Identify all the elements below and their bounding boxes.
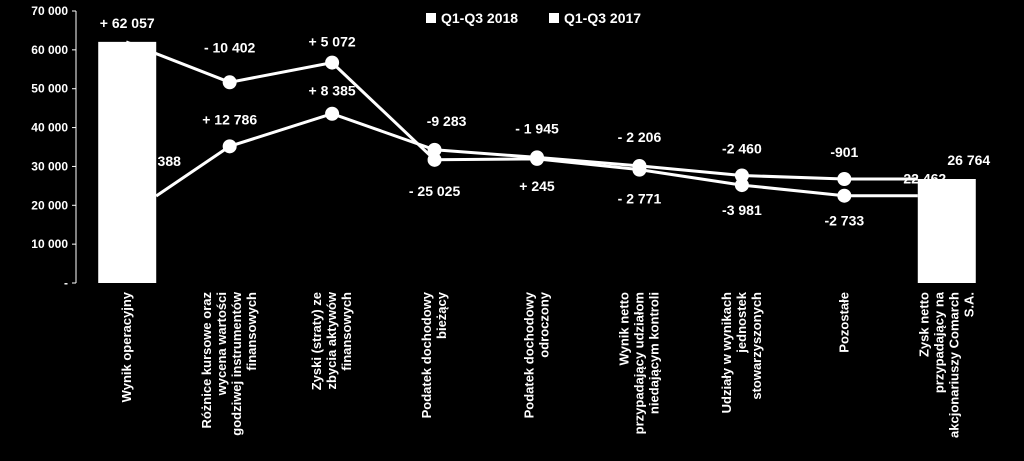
data-label: - 2 771	[618, 191, 662, 207]
data-point	[632, 158, 647, 173]
category-label-line: Podatek dochodowy	[419, 291, 434, 418]
y-tick-label: 50 000	[31, 82, 68, 96]
category-label: Podatek dochodowy odroczony	[522, 291, 552, 418]
bar-last	[917, 179, 976, 283]
category-label-line: Wynik operacyjny	[119, 291, 134, 402]
data-label: -3 981	[722, 202, 762, 218]
data-point	[222, 75, 237, 90]
category-label-line: niedającym kontroli	[646, 292, 661, 414]
category-label-line: Wynik netto	[616, 292, 631, 365]
y-tick-label: 40 000	[31, 121, 68, 135]
category-label-line: przypadający na	[931, 291, 946, 393]
category-label-line: bieżący	[434, 291, 449, 339]
category-label: Udziały w wynikach jednostek stowarzyszony…	[719, 291, 764, 413]
data-point	[427, 152, 442, 167]
data-labels: + 62 057 - 10 402 + 5 072 - 25 025 + 245 - 2 …	[100, 15, 991, 229]
category-label-line: jednostek	[734, 291, 749, 353]
category-label-line: Zyski (straty) ze	[309, 292, 324, 390]
data-point	[222, 139, 237, 154]
data-label: - 10 402	[204, 39, 256, 55]
legend-swatch-2018	[426, 13, 436, 23]
category-label-line: akcjonariuszy Comarch	[946, 292, 961, 438]
y-axis: - 10 000 20 000 30 000 40 000 50 000 60 000 70 …	[31, 4, 77, 290]
category-label: Zyski (straty) ze zbycia aktywów finansowy…	[309, 291, 354, 390]
category-label-line: finansowych	[244, 292, 259, 371]
data-label: + 62 057	[100, 15, 155, 31]
bars	[98, 41, 976, 283]
data-label: -901	[830, 144, 858, 160]
data-label: - 25 025	[409, 183, 461, 199]
bar-first	[98, 41, 157, 283]
y-tick-label: 10 000	[31, 237, 68, 251]
category-label: Podatek dochodowy bieżący	[419, 291, 449, 418]
y-tick-label: 70 000	[31, 4, 68, 18]
data-point	[734, 178, 749, 193]
data-point	[325, 55, 340, 70]
category-label-line: Zysk netto	[916, 292, 931, 357]
category-label: Wynik operacyjny	[119, 291, 134, 402]
legend-label-2017: Q1-Q3 2017	[564, 10, 641, 26]
data-label: - 1 945	[515, 120, 559, 136]
data-point	[734, 168, 749, 183]
category-label-line: Udziały w wynikach	[719, 292, 734, 413]
data-label: -2 733	[824, 213, 864, 229]
data-point	[427, 142, 442, 157]
y-tick-label: 60 000	[31, 43, 68, 57]
series-points	[222, 55, 852, 203]
category-label-line: odroczony	[537, 291, 552, 357]
data-point	[837, 172, 852, 187]
category-label-line: wycena wartości	[214, 292, 229, 396]
category-labels: Wynik operacyjny Różnice kursowe oraz wyce…	[119, 291, 976, 438]
y-tick-label: -	[64, 276, 68, 290]
category-label-line: finansowych	[339, 292, 354, 371]
category-label: Pozostałe	[836, 292, 851, 353]
category-label-line: stowarzyszonych	[749, 292, 764, 400]
category-label-line: S.A.	[961, 292, 976, 317]
data-label: 22 462	[903, 171, 946, 187]
category-label: Różnice kursowe oraz wycena wartości godzi…	[199, 291, 259, 436]
legend-label-2018: Q1-Q3 2018	[441, 10, 518, 26]
category-label: Wynik netto przypadający udziałom niedając…	[616, 292, 661, 434]
data-label: 26 764	[947, 152, 990, 168]
data-point	[530, 150, 544, 165]
data-label: - 22 388	[130, 153, 182, 169]
category-label-line: Różnice kursowe oraz	[199, 292, 214, 429]
data-label: + 8 385	[309, 83, 356, 99]
y-tick-label: 20 000	[31, 198, 68, 212]
data-label: -2 460	[722, 141, 762, 157]
category-label: Zysk netto przypadający na akcjonariuszy C…	[916, 291, 976, 438]
data-point	[837, 188, 852, 203]
category-label-line: zbycia aktywów	[324, 291, 339, 389]
data-label: - 2 206	[618, 129, 662, 145]
data-label: + 5 072	[309, 34, 356, 50]
y-tick-label: 30 000	[31, 159, 68, 173]
data-point	[325, 106, 340, 121]
category-label-line: przypadający udziałom	[631, 292, 646, 434]
legend: Q1-Q3 2018 Q1-Q3 2017	[426, 10, 641, 26]
category-label-line: Pozostałe	[836, 292, 851, 353]
data-label: -9 283	[427, 113, 467, 129]
data-label: + 12 786	[202, 111, 257, 127]
category-label-line: Podatek dochodowy	[522, 291, 537, 418]
category-label-line: godziwej instrumentów	[229, 291, 244, 436]
legend-swatch-2017	[549, 13, 559, 23]
data-label: + 245	[519, 178, 555, 194]
